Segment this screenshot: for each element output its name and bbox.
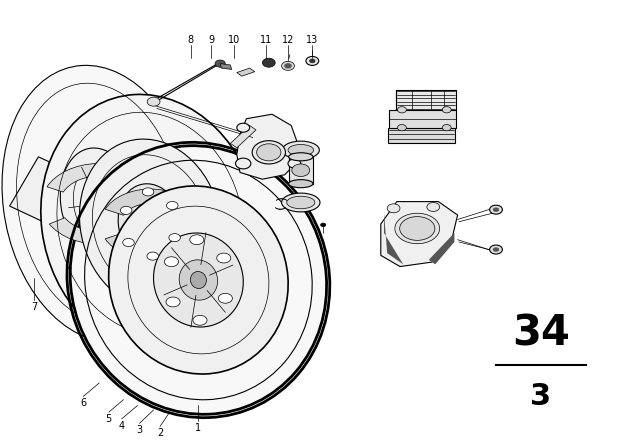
Circle shape xyxy=(493,207,499,212)
Circle shape xyxy=(215,60,225,67)
Circle shape xyxy=(321,223,326,227)
Circle shape xyxy=(190,235,204,245)
Polygon shape xyxy=(237,68,255,76)
Circle shape xyxy=(142,188,154,196)
Wedge shape xyxy=(49,215,152,244)
Circle shape xyxy=(442,107,451,113)
Text: 8: 8 xyxy=(188,35,194,45)
Polygon shape xyxy=(10,157,77,224)
Text: 10: 10 xyxy=(227,35,240,45)
Circle shape xyxy=(288,159,301,168)
Ellipse shape xyxy=(292,164,310,177)
Circle shape xyxy=(262,58,275,67)
Circle shape xyxy=(282,61,294,70)
Text: (: ( xyxy=(272,197,285,202)
Circle shape xyxy=(493,247,499,252)
Circle shape xyxy=(169,233,180,241)
Circle shape xyxy=(387,204,400,213)
Ellipse shape xyxy=(395,213,440,244)
Circle shape xyxy=(397,107,406,113)
Circle shape xyxy=(218,293,232,303)
Ellipse shape xyxy=(289,153,313,161)
Text: 1: 1 xyxy=(195,423,202,433)
Circle shape xyxy=(490,245,502,254)
Polygon shape xyxy=(384,213,403,264)
Ellipse shape xyxy=(118,184,182,264)
Circle shape xyxy=(147,252,159,260)
Circle shape xyxy=(236,158,251,169)
Polygon shape xyxy=(230,125,256,148)
Ellipse shape xyxy=(252,141,285,164)
Ellipse shape xyxy=(282,193,320,212)
Circle shape xyxy=(217,253,231,263)
Polygon shape xyxy=(429,233,454,264)
Ellipse shape xyxy=(41,95,260,353)
Circle shape xyxy=(309,59,316,63)
Ellipse shape xyxy=(399,216,435,240)
Circle shape xyxy=(442,125,451,131)
Circle shape xyxy=(427,202,440,211)
Circle shape xyxy=(147,97,160,106)
Ellipse shape xyxy=(287,196,315,209)
Text: 7: 7 xyxy=(31,302,37,312)
Wedge shape xyxy=(105,233,196,259)
Ellipse shape xyxy=(179,260,218,300)
Ellipse shape xyxy=(79,139,221,309)
Circle shape xyxy=(306,56,319,65)
Circle shape xyxy=(164,257,179,267)
Wedge shape xyxy=(47,164,149,192)
Circle shape xyxy=(193,315,207,325)
Ellipse shape xyxy=(190,271,207,289)
Ellipse shape xyxy=(70,146,326,414)
Polygon shape xyxy=(381,202,458,267)
Text: 13: 13 xyxy=(305,35,318,45)
Text: 3: 3 xyxy=(530,382,552,411)
Circle shape xyxy=(284,63,292,69)
Text: 5: 5 xyxy=(106,414,112,424)
Polygon shape xyxy=(289,157,313,184)
Circle shape xyxy=(120,207,132,215)
Polygon shape xyxy=(220,64,232,69)
Text: 34: 34 xyxy=(512,313,570,355)
Text: 12: 12 xyxy=(282,35,294,45)
Circle shape xyxy=(237,123,250,132)
Circle shape xyxy=(397,125,406,131)
Circle shape xyxy=(490,205,502,214)
Text: 2: 2 xyxy=(157,428,163,438)
Text: 6: 6 xyxy=(80,398,86,408)
Polygon shape xyxy=(237,114,298,179)
Ellipse shape xyxy=(2,65,196,342)
Circle shape xyxy=(166,297,180,307)
Text: (: ( xyxy=(275,204,288,208)
Wedge shape xyxy=(105,189,196,215)
Ellipse shape xyxy=(60,148,138,260)
Ellipse shape xyxy=(257,144,281,161)
Ellipse shape xyxy=(154,233,243,327)
Ellipse shape xyxy=(288,144,314,155)
Ellipse shape xyxy=(282,141,319,159)
Polygon shape xyxy=(396,90,456,110)
Circle shape xyxy=(166,202,178,210)
Text: 4: 4 xyxy=(118,421,125,431)
Polygon shape xyxy=(389,110,456,128)
Ellipse shape xyxy=(289,180,313,188)
Ellipse shape xyxy=(132,203,168,245)
Text: 9: 9 xyxy=(208,35,214,45)
Circle shape xyxy=(123,238,134,246)
Polygon shape xyxy=(388,128,455,143)
Text: 3: 3 xyxy=(136,425,143,435)
Ellipse shape xyxy=(109,186,288,374)
Text: 11: 11 xyxy=(259,35,272,45)
